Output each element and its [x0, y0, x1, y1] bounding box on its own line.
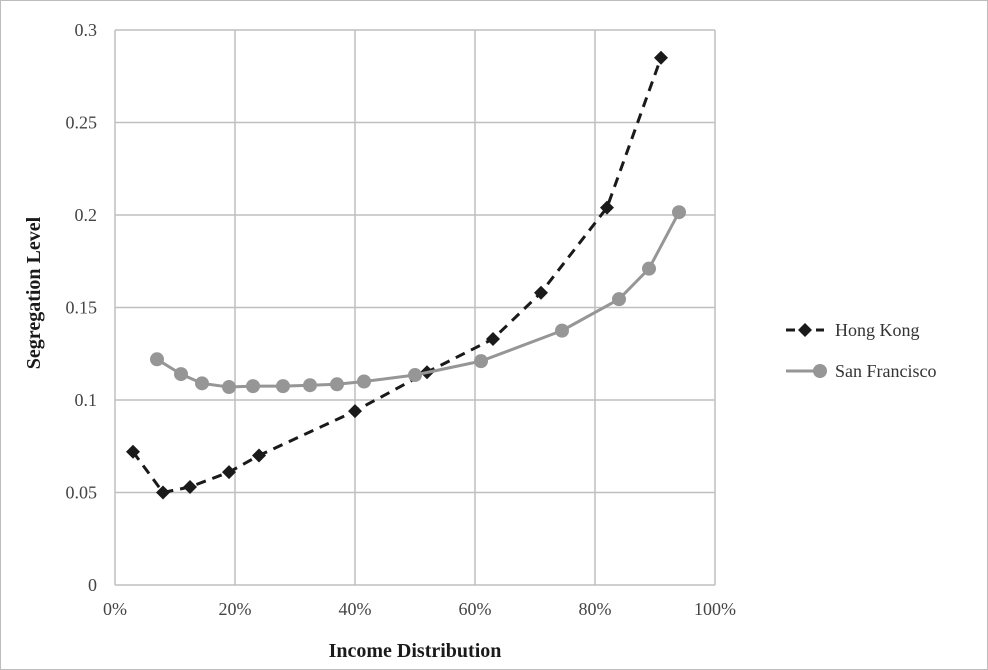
- data-point-hong-kong: [600, 200, 614, 215]
- data-point-san-francisco: [195, 376, 209, 391]
- legend-hong-kong-diamond-icon: [798, 323, 812, 337]
- y-axis-title: Segregation Level: [23, 216, 45, 369]
- y-tick-label: 0.1: [75, 390, 98, 410]
- series-layer: [126, 50, 686, 500]
- grid-lines: [114, 29, 716, 586]
- legend-item-san-francisco: San Francisco: [786, 361, 936, 381]
- y-tick-label: 0.05: [66, 483, 98, 503]
- x-tick-label: 100%: [694, 599, 736, 619]
- legend: Hong Kong San Francisco: [786, 320, 936, 381]
- data-point-san-francisco: [330, 377, 344, 392]
- data-point-san-francisco: [642, 261, 656, 276]
- x-tick-label: 60%: [459, 599, 492, 619]
- data-point-san-francisco: [474, 354, 488, 369]
- data-point-hong-kong: [156, 485, 170, 500]
- series-hong-kong: [126, 50, 668, 500]
- y-tick-label: 0: [88, 575, 97, 595]
- data-point-san-francisco: [357, 374, 371, 389]
- data-point-san-francisco: [246, 379, 260, 394]
- data-point-san-francisco: [276, 379, 290, 394]
- x-tick-label: 0%: [103, 599, 127, 619]
- data-point-san-francisco: [174, 367, 188, 382]
- y-tick-label: 0.15: [66, 298, 98, 318]
- data-point-san-francisco: [408, 368, 422, 383]
- y-axis-ticks: 0 0.05 0.1 0.15 0.2 0.25 0.3: [66, 20, 98, 595]
- x-tick-label: 80%: [579, 599, 612, 619]
- data-point-hong-kong: [654, 50, 668, 65]
- y-tick-label: 0.3: [75, 20, 98, 40]
- data-point-hong-kong: [252, 448, 266, 463]
- legend-label-hong-kong: Hong Kong: [835, 320, 920, 340]
- x-axis-title: Income Distribution: [329, 640, 502, 662]
- legend-item-hong-kong: Hong Kong: [786, 320, 920, 340]
- series-san-francisco: [150, 205, 686, 395]
- data-point-hong-kong: [126, 444, 140, 459]
- data-point-san-francisco: [303, 378, 317, 393]
- data-point-hong-kong: [348, 404, 362, 419]
- data-point-san-francisco: [555, 323, 569, 338]
- x-axis-ticks: 0% 20% 40% 60% 80% 100%: [103, 599, 736, 619]
- data-point-san-francisco: [150, 352, 164, 367]
- legend-label-san-francisco: San Francisco: [835, 361, 936, 381]
- data-point-hong-kong: [534, 285, 548, 300]
- y-tick-label: 0.2: [75, 205, 98, 225]
- data-point-san-francisco: [222, 380, 236, 395]
- data-point-san-francisco: [672, 205, 686, 220]
- x-tick-label: 20%: [219, 599, 252, 619]
- x-tick-label: 40%: [339, 599, 372, 619]
- legend-san-francisco-circle-icon: [813, 364, 827, 378]
- data-point-hong-kong: [486, 331, 500, 346]
- y-tick-label: 0.25: [66, 113, 98, 133]
- data-point-hong-kong: [222, 465, 236, 480]
- data-point-san-francisco: [612, 292, 626, 307]
- data-point-hong-kong: [183, 479, 197, 494]
